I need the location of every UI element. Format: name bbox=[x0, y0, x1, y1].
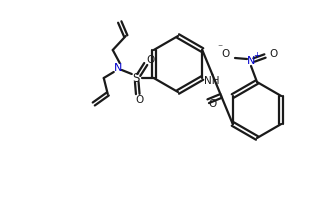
Text: N: N bbox=[114, 63, 122, 73]
Text: NH: NH bbox=[203, 76, 219, 86]
Text: O: O bbox=[147, 55, 155, 65]
Text: ⁻: ⁻ bbox=[217, 43, 223, 53]
Text: O: O bbox=[208, 99, 216, 109]
Text: O: O bbox=[269, 49, 277, 59]
Text: O: O bbox=[136, 95, 144, 105]
Text: +: + bbox=[254, 52, 260, 61]
Text: N: N bbox=[247, 56, 255, 66]
Text: S: S bbox=[132, 71, 140, 85]
Text: O: O bbox=[221, 49, 229, 59]
